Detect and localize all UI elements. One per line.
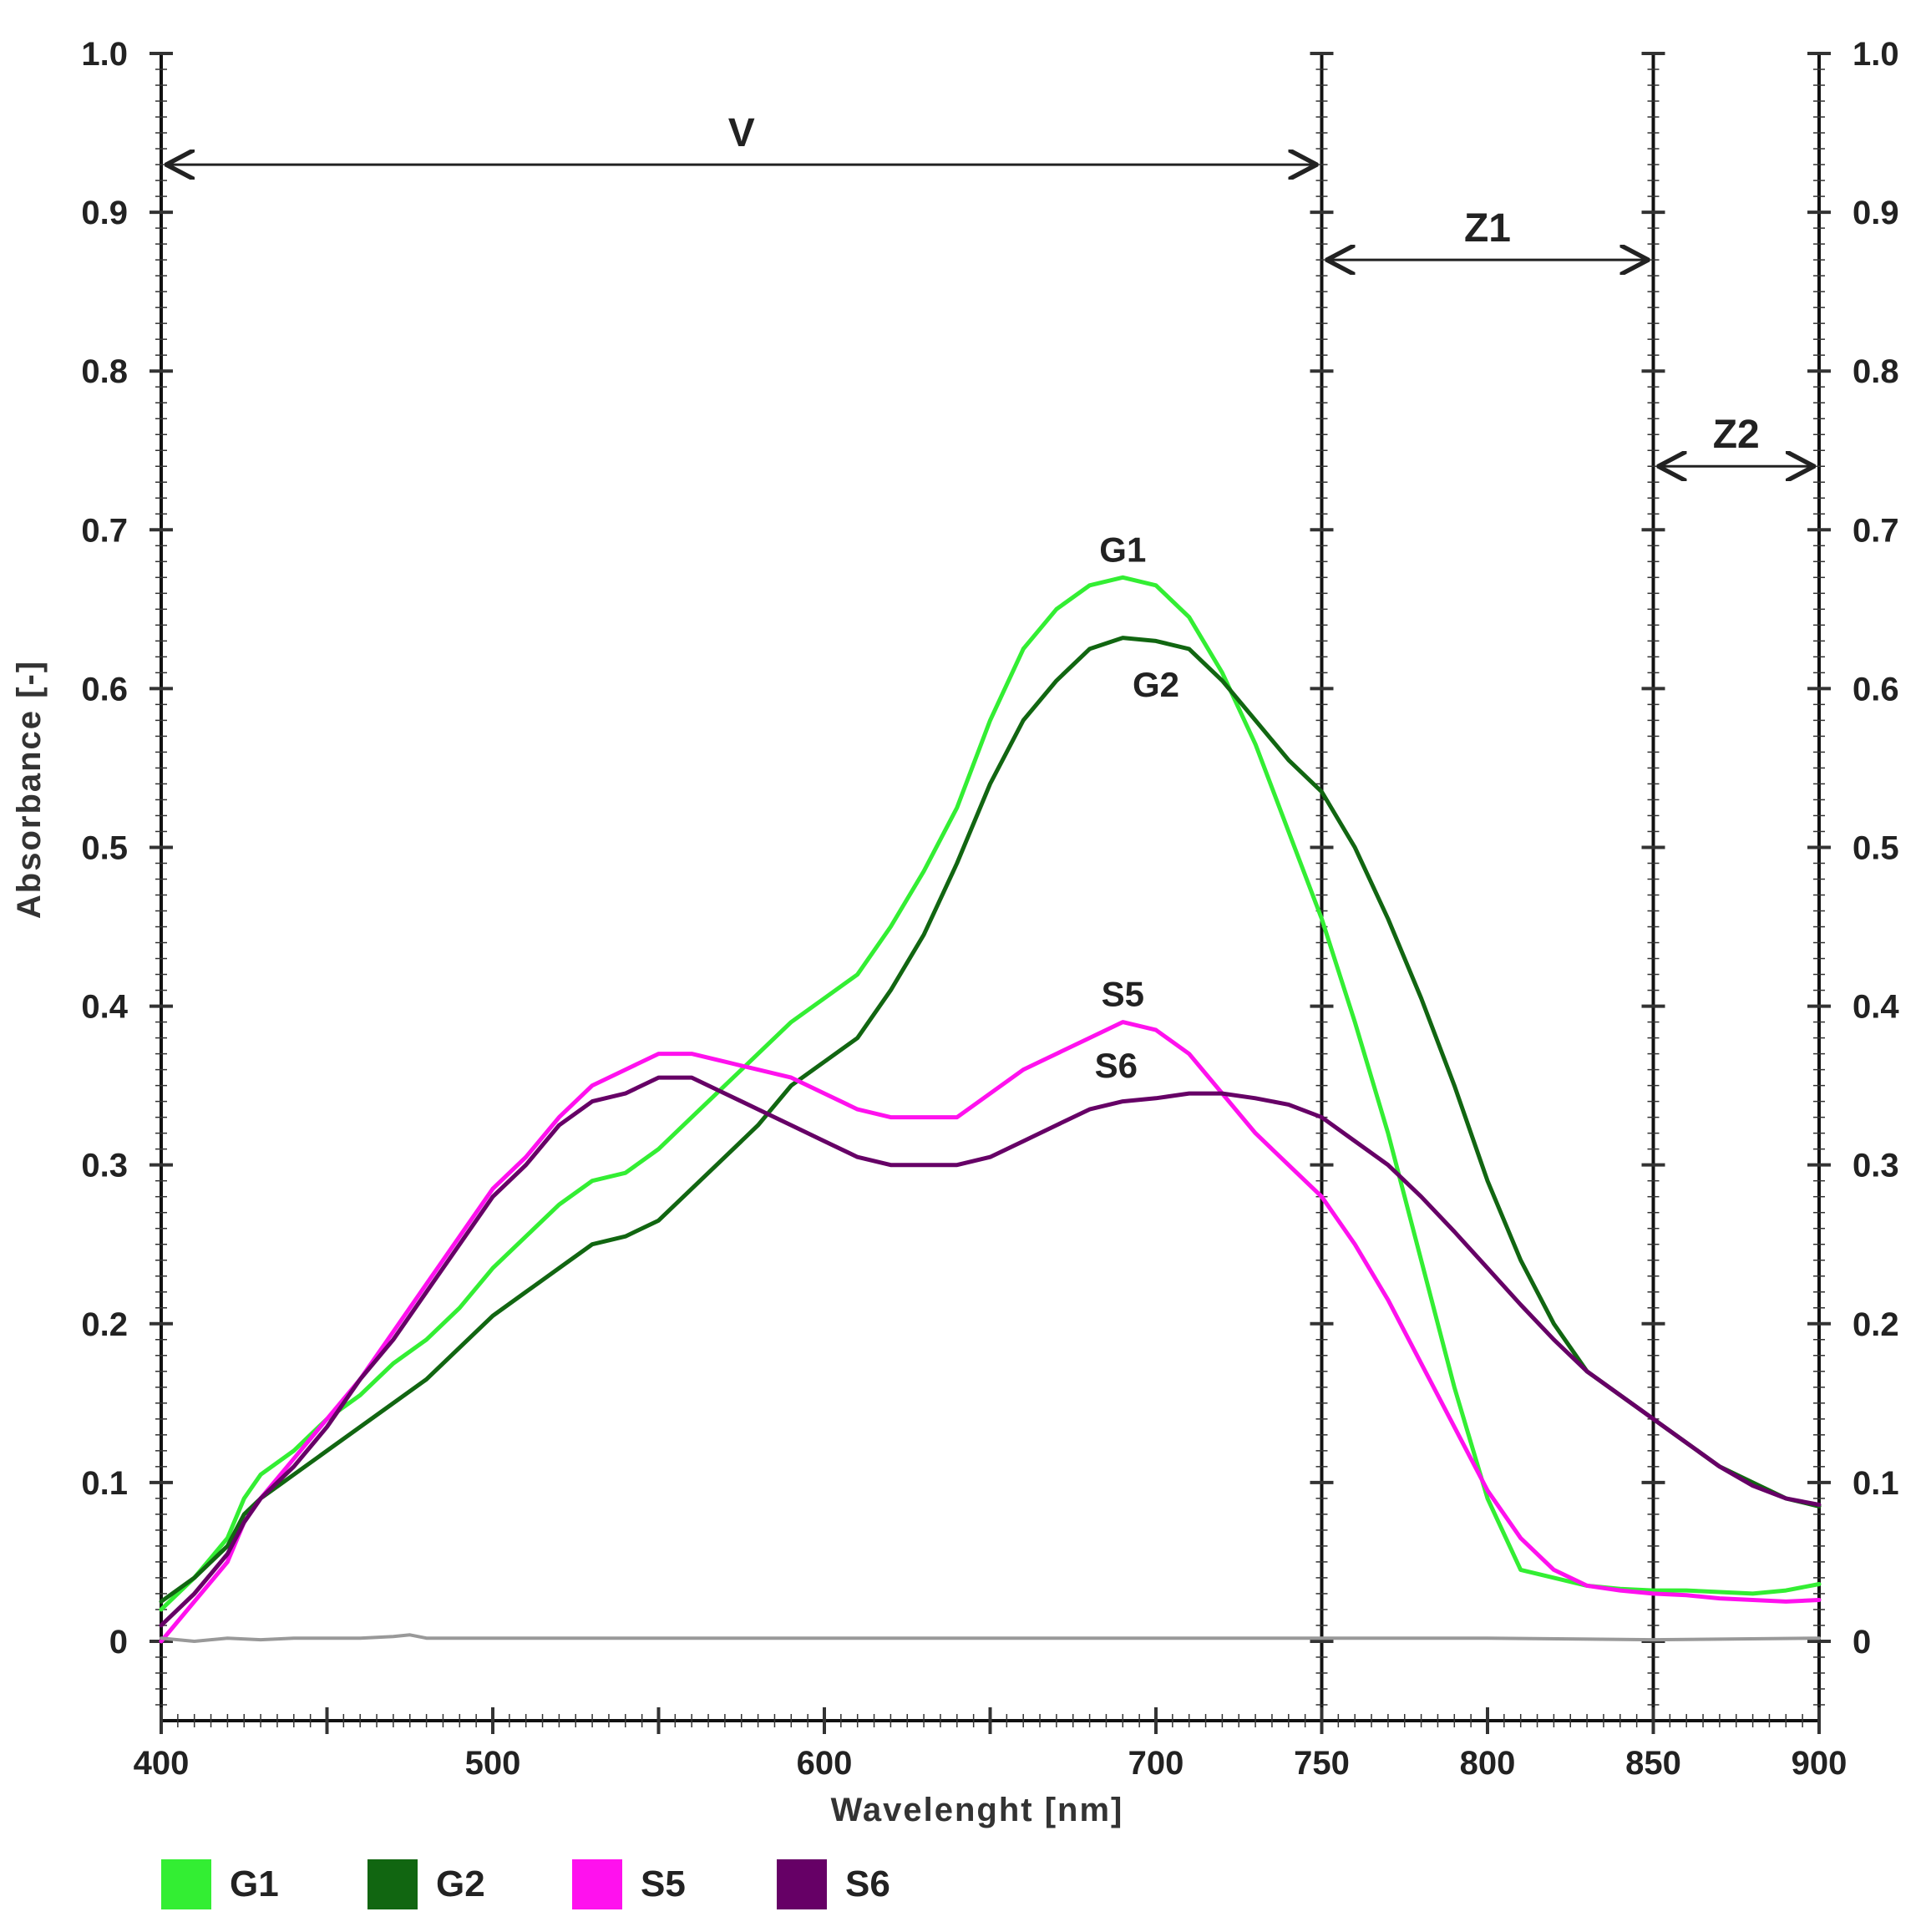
y-tick-label-left: 0.2 (81, 1306, 128, 1343)
y-tick-label-right: 0.2 (1853, 1306, 1899, 1343)
y-tick-label-right: 0.4 (1853, 989, 1899, 1026)
x-axis-title: Wavelenght [nm] (831, 1792, 1124, 1828)
y-tick-label-right: 1.0 (1853, 36, 1899, 73)
y-tick-label-right: 0 (1853, 1624, 1871, 1661)
y-tick-label-left: 0.8 (81, 353, 128, 390)
y-tick-label-right: 0.6 (1853, 671, 1899, 707)
y-tick-label-left: 0 (109, 1624, 128, 1661)
series-line-g2 (159, 636, 1822, 1604)
y-axis-title: Absorbance [-] (11, 660, 48, 919)
y-tick-label-left: 0.4 (81, 989, 128, 1026)
y-tick-label-right: 0.8 (1853, 353, 1899, 390)
y-tick-label-left: 0.6 (81, 671, 128, 707)
series-label-g2: G2 (1133, 665, 1179, 704)
y-tick-label-right: 0.1 (1853, 1465, 1899, 1502)
series-label-s6: S6 (1095, 1046, 1138, 1085)
legend-label-g1: G1 (230, 1864, 279, 1904)
y-tick-label-left: 0.9 (81, 195, 128, 231)
axes-and-dividers (150, 52, 1831, 1734)
legend-swatch-s5 (572, 1859, 622, 1909)
y-tick-label-right: 0.5 (1853, 829, 1899, 866)
x-tick-label: 600 (797, 1745, 853, 1782)
x-tick-label: 700 (1128, 1745, 1184, 1782)
tick-labels: 0 0 0.1 0.1 0.2 0.2 0.3 0.3 0.4 0.4 0.5 0.5 0.6 0.6 0.… (81, 36, 1899, 1782)
legend-swatch-g2 (367, 1859, 418, 1909)
y-tick-label-right: 0.3 (1853, 1148, 1899, 1184)
series-line-g1 (159, 575, 1822, 1612)
region-label-v: V (728, 111, 755, 155)
region-arrows: V Z1 Z2 (166, 111, 1814, 466)
y-tick-label-left: 0.5 (81, 829, 128, 866)
legend-swatch-s6 (777, 1859, 827, 1909)
y-tick-label-right: 0.9 (1853, 195, 1899, 231)
y-tick-label-left: 0.1 (81, 1465, 128, 1502)
x-tick-label: 900 (1792, 1745, 1847, 1782)
series-label-g1: G1 (1099, 530, 1146, 569)
legend-swatch-g1 (161, 1859, 211, 1909)
x-tick-label: 400 (134, 1745, 190, 1782)
y-tick-label-right: 0.7 (1853, 512, 1899, 549)
x-tick-label: 850 (1625, 1745, 1681, 1782)
legend-label-s5: S5 (641, 1864, 686, 1904)
series-line-baseline (160, 1633, 1821, 1643)
y-tick-label-left: 1.0 (81, 36, 128, 73)
region-label-z1: Z1 (1464, 206, 1511, 251)
series-line-s5 (159, 1020, 1822, 1644)
x-tick-label: 500 (465, 1745, 521, 1782)
x-tick-label: 750 (1294, 1745, 1350, 1782)
series-lines (159, 575, 1822, 1644)
x-tick-label: 800 (1460, 1745, 1516, 1782)
series-label-s5: S5 (1102, 975, 1144, 1014)
region-label-z2: Z2 (1713, 413, 1760, 457)
legend-label-s6: S6 (845, 1864, 890, 1904)
y-tick-label-left: 0.3 (81, 1148, 128, 1184)
legend-label-g2: G2 (436, 1864, 485, 1904)
legend: G1 G2 S5 S6 (161, 1859, 890, 1909)
series-line-s6 (159, 1075, 1822, 1628)
y-tick-label-left: 0.7 (81, 512, 128, 549)
